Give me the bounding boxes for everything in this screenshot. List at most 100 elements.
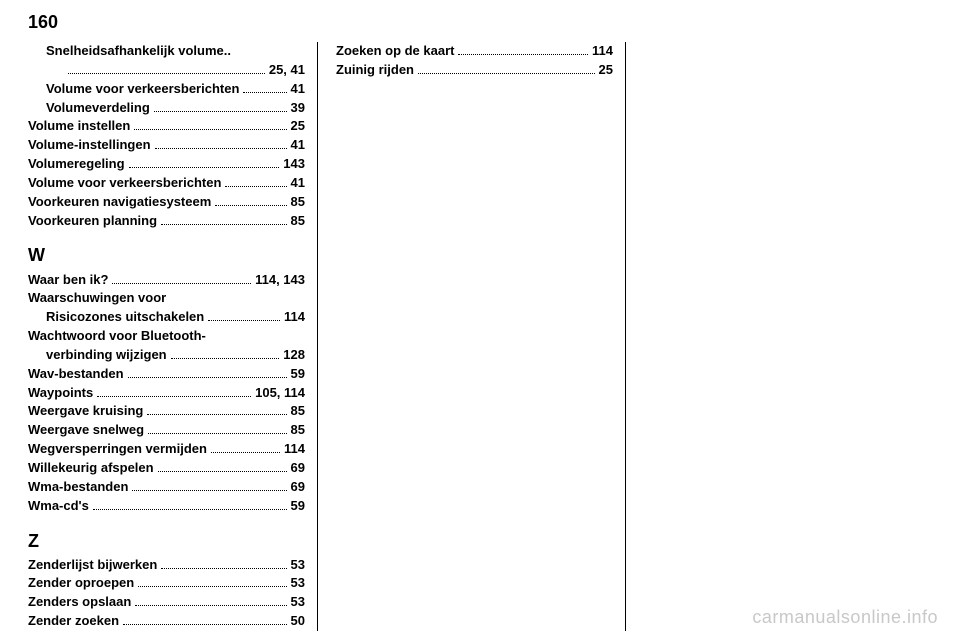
- index-entry-label: Volume voor verkeersberichten: [28, 80, 239, 99]
- index-entry-label: Snelheidsafhankelijk volume..: [28, 42, 231, 61]
- index-entry-label: Volume-instellingen: [28, 136, 151, 155]
- index-entry-label: Zoeken op de kaart: [336, 42, 454, 61]
- index-entry-page: 114: [592, 42, 613, 61]
- index-entry-page: 59: [291, 365, 305, 384]
- index-entry-label: Voorkeuren planning: [28, 212, 157, 231]
- index-entry-label: Wegversperringen vermijden: [28, 440, 207, 459]
- index-dots: [93, 509, 287, 510]
- index-entry-label: Wachtwoord voor Bluetooth-: [28, 327, 206, 346]
- index-dots: [135, 605, 286, 606]
- index-dots: [161, 224, 286, 225]
- index-dots: [161, 568, 286, 569]
- index-dots: [123, 624, 287, 625]
- index-entry-label: Zender zoeken: [28, 612, 119, 631]
- index-entry: Volume voor verkeersberichten 41: [28, 174, 305, 193]
- index-entry: Wma-bestanden 69: [28, 478, 305, 497]
- index-dots: [458, 54, 588, 55]
- index-entry-page: 41: [291, 174, 305, 193]
- index-entry: Risicozones uitschakelen114: [28, 308, 305, 327]
- index-entry: Wachtwoord voor Bluetooth-: [28, 327, 305, 346]
- index-entry-label: Volume instellen: [28, 117, 130, 136]
- index-entry-page: 25: [291, 117, 305, 136]
- index-dots: [147, 414, 286, 415]
- index-entry: Wma-cd's59: [28, 497, 305, 516]
- index-entry-page: 85: [291, 402, 305, 421]
- index-entry: Zenderlijst bijwerken53: [28, 556, 305, 575]
- index-entry: Waarschuwingen voor: [28, 289, 305, 308]
- index-entry-page: 128: [283, 346, 305, 365]
- index-entry: Volumeverdeling39: [28, 99, 305, 118]
- index-entry-label: Wma-bestanden: [28, 478, 128, 497]
- index-entry: Wav-bestanden 59: [28, 365, 305, 384]
- index-dots: [418, 73, 595, 74]
- index-entry-page: 41: [291, 136, 305, 155]
- index-entry-page: 85: [291, 212, 305, 231]
- index-entry-page: 85: [291, 421, 305, 440]
- index-dots: [112, 283, 251, 284]
- index-entry-label: Volumeregeling: [28, 155, 125, 174]
- index-entry-page: 25: [599, 61, 613, 80]
- index-section-w: W: [28, 242, 305, 268]
- index-entry: Zoeken op de kaart 114: [336, 42, 613, 61]
- index-entry-page: 53: [291, 556, 305, 575]
- index-dots: [138, 586, 286, 587]
- index-entry-page: 69: [291, 459, 305, 478]
- index-column-1: Snelheidsafhankelijk volume..25, 41Volum…: [28, 42, 318, 631]
- index-dots: [215, 205, 286, 206]
- index-entry: Waar ben ik? 114, 143: [28, 271, 305, 290]
- index-entry: Weergave kruising 85: [28, 402, 305, 421]
- index-entry: Zender oproepen 53: [28, 574, 305, 593]
- index-entry: Volumeregeling 143: [28, 155, 305, 174]
- index-entry-label: Waarschuwingen voor: [28, 289, 166, 308]
- index-entry-label: Willekeurig afspelen: [28, 459, 154, 478]
- index-entry-page: 25, 41: [269, 61, 305, 80]
- index-entry-page: 41: [291, 80, 305, 99]
- index-entry: Snelheidsafhankelijk volume..: [28, 42, 305, 61]
- index-entry-label: Zender oproepen: [28, 574, 134, 593]
- index-entry-page: 114: [284, 308, 305, 327]
- index-section-z: Z: [28, 528, 305, 554]
- index-entry-label: Zenders opslaan: [28, 593, 131, 612]
- index-column-2: Zoeken op de kaart 114 Zuinig rijden 25: [336, 42, 626, 631]
- index-dots: [155, 148, 287, 149]
- index-dots: [68, 73, 265, 74]
- index-entry: Zenders opslaan 53: [28, 593, 305, 612]
- index-entry: verbinding wijzigen128: [28, 346, 305, 365]
- index-dots: [243, 92, 286, 93]
- index-entry-page: 143: [283, 155, 305, 174]
- index-entry: 25, 41: [28, 61, 305, 80]
- index-entry-page: 105, 114: [255, 384, 305, 403]
- index-entry-page: 69: [291, 478, 305, 497]
- manual-index-page: 160 Snelheidsafhankelijk volume..25, 41V…: [0, 0, 960, 642]
- index-dots: [128, 377, 287, 378]
- index-entry: Volume voor verkeersberichten 41: [28, 80, 305, 99]
- index-dots: [158, 471, 287, 472]
- index-entry-label: Waypoints: [28, 384, 93, 403]
- index-entry-label: Voorkeuren navigatiesysteem: [28, 193, 211, 212]
- index-entry-label: Volume voor verkeersberichten: [28, 174, 221, 193]
- index-entry-page: 114: [284, 440, 305, 459]
- index-entry-page: 114, 143: [255, 271, 305, 290]
- index-entry-page: 50: [291, 612, 305, 631]
- index-entry: Voorkeuren navigatiesysteem85: [28, 193, 305, 212]
- index-dots: [211, 452, 280, 453]
- index-entry-page: 53: [291, 593, 305, 612]
- index-entry: Willekeurig afspelen 69: [28, 459, 305, 478]
- index-entry: Zuinig rijden 25: [336, 61, 613, 80]
- index-entry-page: 53: [291, 574, 305, 593]
- index-entry: Volume-instellingen 41: [28, 136, 305, 155]
- index-entry: Voorkeuren planning 85: [28, 212, 305, 231]
- index-entry-label: Weergave snelweg: [28, 421, 144, 440]
- index-column-3: [644, 42, 934, 631]
- index-entry-label: Waar ben ik?: [28, 271, 108, 290]
- index-entry-label: Weergave kruising: [28, 402, 143, 421]
- index-dots: [132, 490, 286, 491]
- index-dots: [97, 396, 251, 397]
- index-entry-label: Zuinig rijden: [336, 61, 414, 80]
- index-entry: Weergave snelweg 85: [28, 421, 305, 440]
- index-dots: [129, 167, 280, 168]
- index-entry: Zender zoeken 50: [28, 612, 305, 631]
- index-entry-label: Wav-bestanden: [28, 365, 124, 384]
- index-entry-label: Volumeverdeling: [28, 99, 150, 118]
- page-number: 160: [28, 12, 58, 33]
